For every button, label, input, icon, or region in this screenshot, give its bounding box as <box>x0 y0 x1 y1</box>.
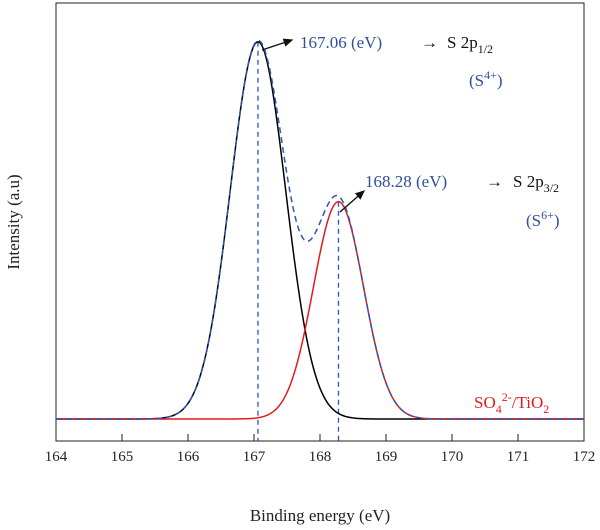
species-label-s2p12: S 2p1/2 <box>447 33 493 56</box>
peak-curve-s4 <box>56 41 584 420</box>
sample-mid: /TiO <box>512 393 544 412</box>
peak-value-167: 167.06 (eV) <box>300 33 382 52</box>
x-tick-label: 171 <box>507 449 530 465</box>
x-tick-label: 170 <box>441 449 464 465</box>
peak-curve-s6 <box>56 200 584 420</box>
species-text: S 2p <box>447 33 478 52</box>
state-open: (S <box>526 211 541 230</box>
arrow-glyph-167: → <box>421 33 438 52</box>
state-close: ) <box>497 71 503 90</box>
x-axis-ticks: 164 165 166 167 168 169 170 171 172 <box>45 434 596 465</box>
x-axis-title: Binding energy (eV) <box>250 506 390 525</box>
x-tick-label: 165 <box>111 449 134 465</box>
x-tick-label: 172 <box>573 449 596 465</box>
state-superscript: 4+ <box>484 68 497 82</box>
state-close: ) <box>554 211 560 230</box>
x-tick-label: 169 <box>375 449 398 465</box>
oxidation-state-s4: (S4+) <box>469 68 503 90</box>
state-open: (S <box>469 71 484 90</box>
spectrum-curves <box>56 39 584 441</box>
arrow-glyph-168: → <box>486 172 503 191</box>
species-label-s2p32: S 2p3/2 <box>513 172 559 195</box>
sample-label: SO42-/TiO2 <box>474 390 549 416</box>
sample-sup-2minus: 2- <box>502 390 512 404</box>
species-subscript: 1/2 <box>478 42 493 56</box>
species-subscript: 3/2 <box>544 181 559 195</box>
annotation-arrow-168 <box>339 190 366 213</box>
sample-sub-2: 2 <box>543 402 549 416</box>
x-tick-label: 168 <box>309 449 332 465</box>
sample-sub-4: 4 <box>496 402 502 416</box>
sample-base: SO <box>474 393 496 412</box>
annotation-arrow-167 <box>261 38 294 51</box>
state-superscript: 6+ <box>541 208 554 222</box>
x-tick-label: 164 <box>45 449 68 465</box>
species-text: S 2p <box>513 172 544 191</box>
oxidation-state-s6: (S6+) <box>526 208 560 230</box>
envelope-curve <box>56 39 584 420</box>
x-tick-label: 166 <box>177 449 200 465</box>
x-tick-label: 167 <box>243 449 266 465</box>
y-axis-title: Intensity (a.u) <box>4 174 23 269</box>
peak-value-168: 168.28 (eV) <box>365 172 447 191</box>
